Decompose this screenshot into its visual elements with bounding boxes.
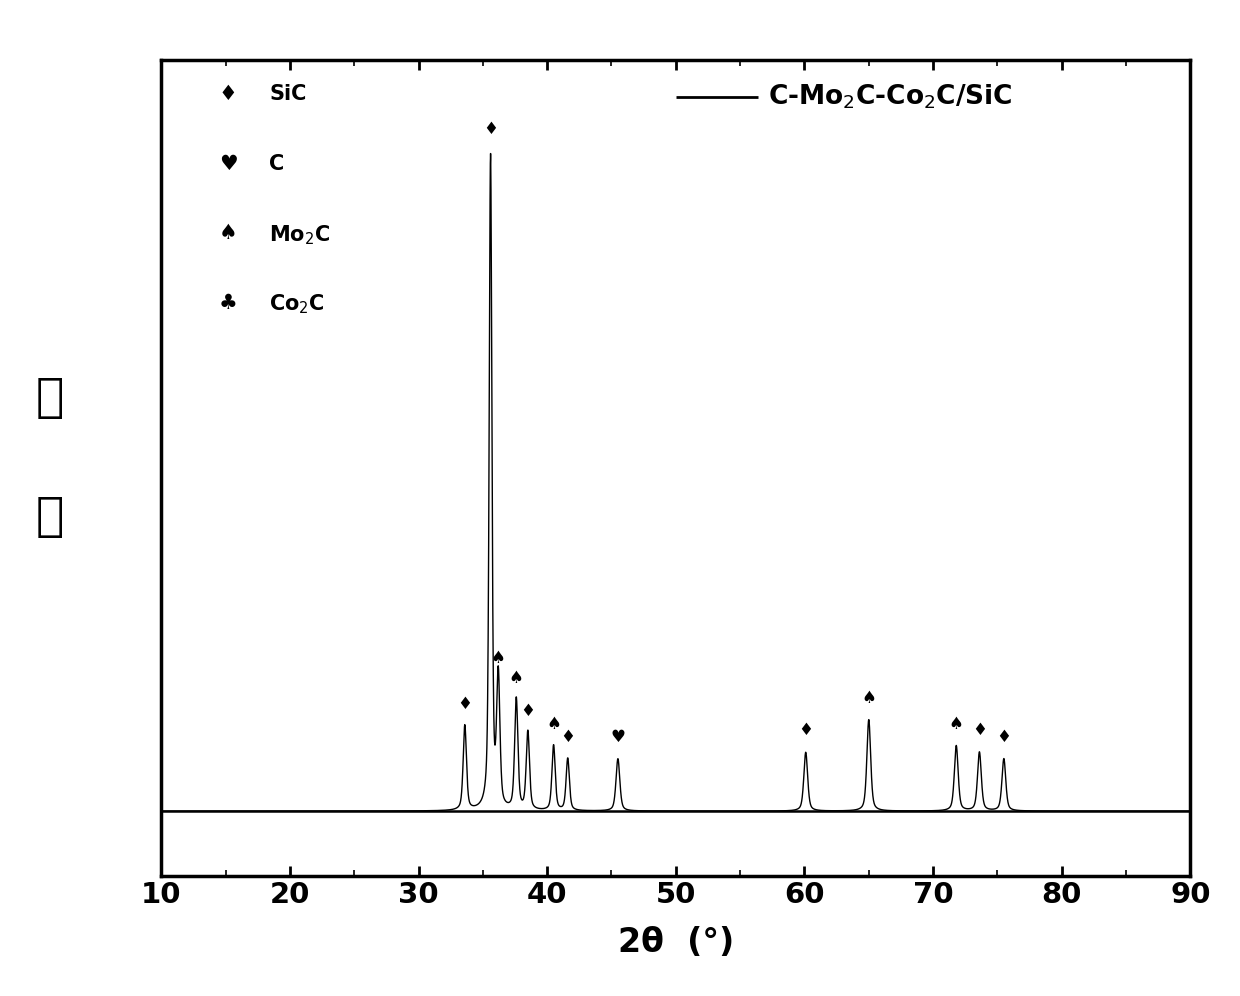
Text: ♦: ♦ (484, 121, 498, 138)
X-axis label: 2θ  (°): 2θ (°) (618, 926, 734, 959)
Text: SiC: SiC (269, 85, 306, 105)
Text: ♦: ♦ (972, 721, 987, 739)
Text: ♥: ♥ (218, 153, 238, 173)
Text: ♦: ♦ (521, 701, 536, 720)
Text: ♦: ♦ (799, 721, 813, 739)
Text: ♠: ♠ (546, 715, 560, 733)
Text: Co$_2$C: Co$_2$C (269, 293, 325, 316)
Text: ♦: ♦ (997, 728, 1012, 746)
Text: ♠: ♠ (491, 649, 506, 667)
Text: ♠: ♠ (218, 223, 238, 243)
Text: ♠: ♠ (949, 715, 963, 733)
Text: C: C (269, 153, 284, 173)
Text: 度: 度 (36, 495, 63, 541)
Text: ♠: ♠ (508, 669, 523, 687)
Text: Mo$_2$C: Mo$_2$C (269, 223, 330, 247)
Text: ♥: ♥ (610, 728, 625, 746)
Text: ♦: ♦ (560, 728, 575, 746)
Text: ♠: ♠ (862, 688, 877, 706)
Text: ♦: ♦ (218, 85, 238, 105)
Text: C-Mo$_2$C-Co$_2$C/SiC: C-Mo$_2$C-Co$_2$C/SiC (769, 83, 1013, 111)
Text: 强: 强 (36, 375, 63, 421)
Text: ♣: ♣ (218, 293, 238, 313)
Text: ♦: ♦ (458, 695, 472, 713)
